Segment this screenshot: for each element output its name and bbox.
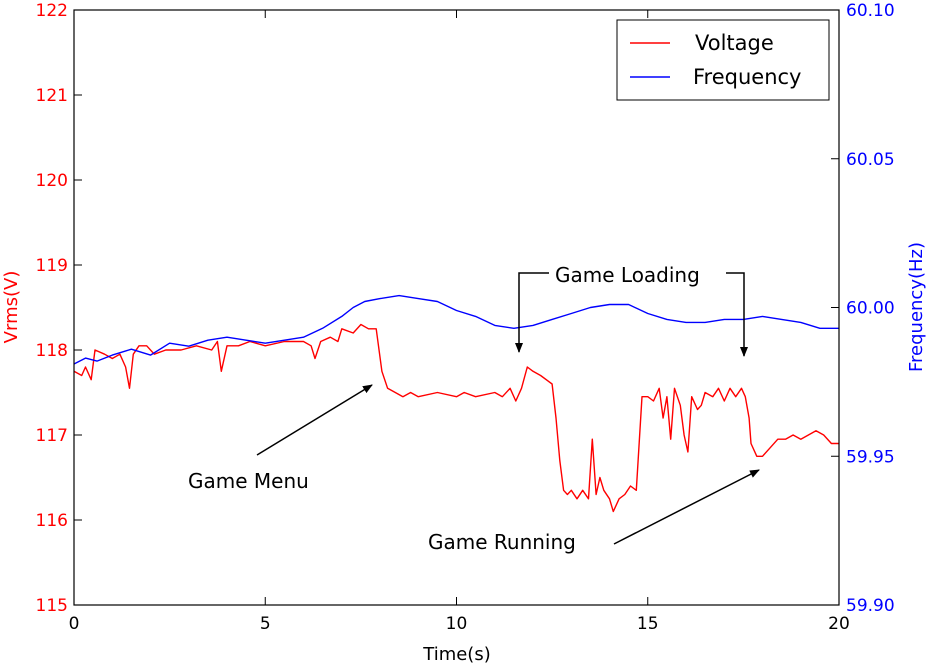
x-tick-label: 20 (828, 614, 850, 634)
x-tick-label: 0 (69, 614, 80, 634)
annotation-game-loading: Game Loading (515, 263, 748, 357)
y-right-tick-label: 59.95 (846, 447, 895, 467)
annotation-game-running-arrow (613, 469, 760, 545)
x-axis-label: Time(s) (422, 644, 490, 664)
y-right-tick-label: 59.90 (846, 596, 895, 616)
plot-area-frame (73, 9, 840, 606)
y-left-tick-label: 115 (36, 596, 68, 616)
series-line-voltage (73, 323, 839, 513)
annotation-game-menu-label: Game Menu (188, 469, 309, 493)
series-line-frequency (73, 294, 839, 365)
y-left-tick-label: 121 (36, 86, 68, 106)
x-tick-label: 15 (637, 614, 659, 634)
legend-frequency-label: Frequency (693, 65, 802, 89)
y-axis-left-label: Vrms(V) (1, 271, 22, 344)
x-tick-label: 10 (446, 614, 468, 634)
annotation-game-running-label: Game Running (428, 530, 576, 554)
y-left-tick-label: 120 (36, 171, 68, 191)
y-right-tick-label: 60.10 (846, 1, 895, 21)
annotation-game-loading-arrow-right (726, 272, 748, 357)
annotation-game-menu: Game Menu (188, 384, 373, 493)
y-left-tick-label: 117 (36, 426, 68, 446)
annotation-game-menu-arrow (256, 384, 373, 456)
y-left-tick-label: 122 (36, 1, 68, 21)
x-tick-label: 5 (260, 614, 271, 634)
y-left-tick-label: 119 (36, 256, 68, 276)
legend: Voltage Frequency (616, 19, 830, 101)
legend-box (616, 19, 830, 101)
y-left-tick-label: 118 (36, 341, 68, 361)
annotation-game-running: Game Running (428, 469, 760, 554)
annotation-game-loading-arrow-left (515, 272, 549, 353)
y-right-tick-label: 60.05 (846, 150, 895, 170)
y-right-tick-label: 60.00 (846, 299, 895, 319)
y-axis-right-label: Frequency(Hz) (906, 242, 927, 372)
legend-voltage-label: Voltage (695, 31, 774, 55)
annotation-game-loading-label: Game Loading (555, 263, 700, 287)
y-left-tick-label: 116 (36, 511, 68, 531)
